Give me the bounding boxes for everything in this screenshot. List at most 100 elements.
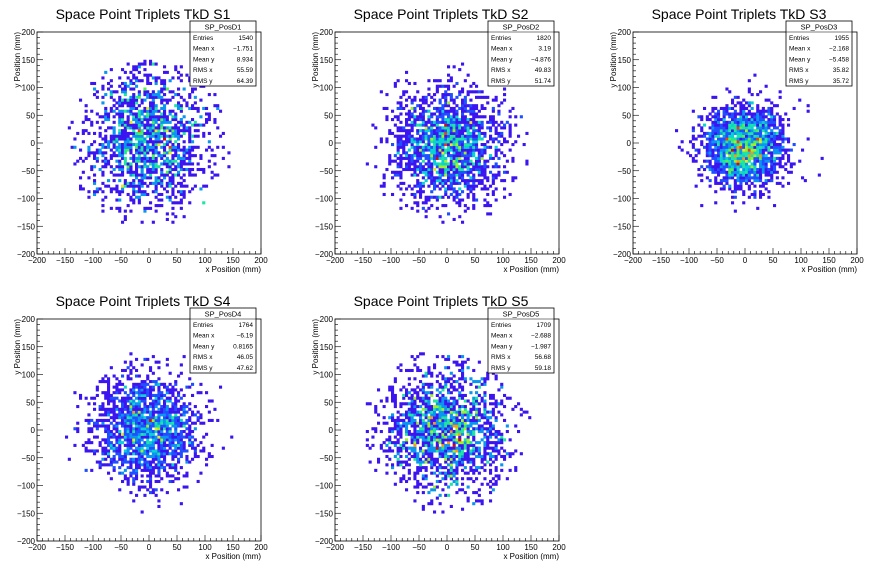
bin [405,123,409,127]
bin [165,134,169,138]
bin [123,424,127,428]
bin [93,407,97,411]
bin [205,118,209,122]
bin [135,176,139,180]
bin [174,154,178,158]
bin [753,120,757,124]
bin [112,129,116,133]
bin [745,106,749,110]
bin [722,120,726,124]
bin [171,201,175,205]
bin [463,446,467,450]
bin [137,118,141,122]
bin [129,377,133,381]
bin [104,112,108,116]
bin [714,179,718,183]
bin [160,443,164,447]
bin [182,393,186,397]
bin [396,173,400,177]
bin [160,95,164,99]
bin [81,131,85,135]
bin [396,460,400,464]
bin [177,170,181,174]
bin [480,154,484,158]
bin [419,457,423,461]
bin [775,148,779,152]
bin [177,460,181,464]
bin [472,446,476,450]
bin [722,143,726,147]
bin [477,109,481,113]
bin [115,184,119,188]
bin [149,418,153,422]
bin [756,109,760,113]
bin [160,79,164,83]
bin [747,173,751,177]
bin [410,432,414,436]
bin [522,143,526,147]
bin [168,179,172,183]
bin [151,454,155,459]
bin [118,118,122,122]
bin [430,424,434,428]
bin [430,179,434,183]
bin [421,98,425,102]
bin [402,474,406,478]
bin [81,140,85,144]
bin [149,366,153,370]
bin [483,427,487,431]
bin [781,118,785,122]
bin [174,446,178,450]
bin [503,154,507,158]
bin [447,443,451,447]
bin [168,452,172,456]
bin [98,131,102,135]
bin [480,460,484,464]
bin [143,418,147,422]
bin [736,112,740,116]
bin [140,385,144,389]
bin [469,145,473,149]
x-tick-label: 150 [226,543,240,552]
bin [140,432,144,436]
bin [405,432,409,436]
bin [140,474,144,478]
bin [107,424,111,428]
bin [104,156,108,160]
bin [191,443,195,447]
bin [441,95,445,99]
bin [455,143,459,147]
bin [742,170,746,174]
bin [121,374,125,378]
bin [118,471,122,475]
bin [391,418,395,422]
bin [444,173,448,177]
bin [109,140,113,144]
bin [118,145,122,149]
bin [739,134,743,138]
bin [87,413,91,417]
bin [388,438,392,442]
bin [393,441,397,445]
x-axis-label: x Position (mm) [503,265,559,274]
bin [405,488,409,492]
bin [402,143,406,147]
bin [739,154,743,158]
bin [477,493,481,497]
bin [393,482,397,486]
bin [438,134,442,138]
bin [399,477,403,481]
bin [177,418,181,422]
bin [115,148,119,152]
bin [781,123,785,127]
bin [129,443,133,447]
bin [461,220,465,224]
bin [135,449,139,453]
bin [188,407,192,411]
bin [455,192,459,197]
bin [719,140,723,144]
bin [458,151,462,155]
bin [416,184,420,188]
bin [219,385,223,389]
